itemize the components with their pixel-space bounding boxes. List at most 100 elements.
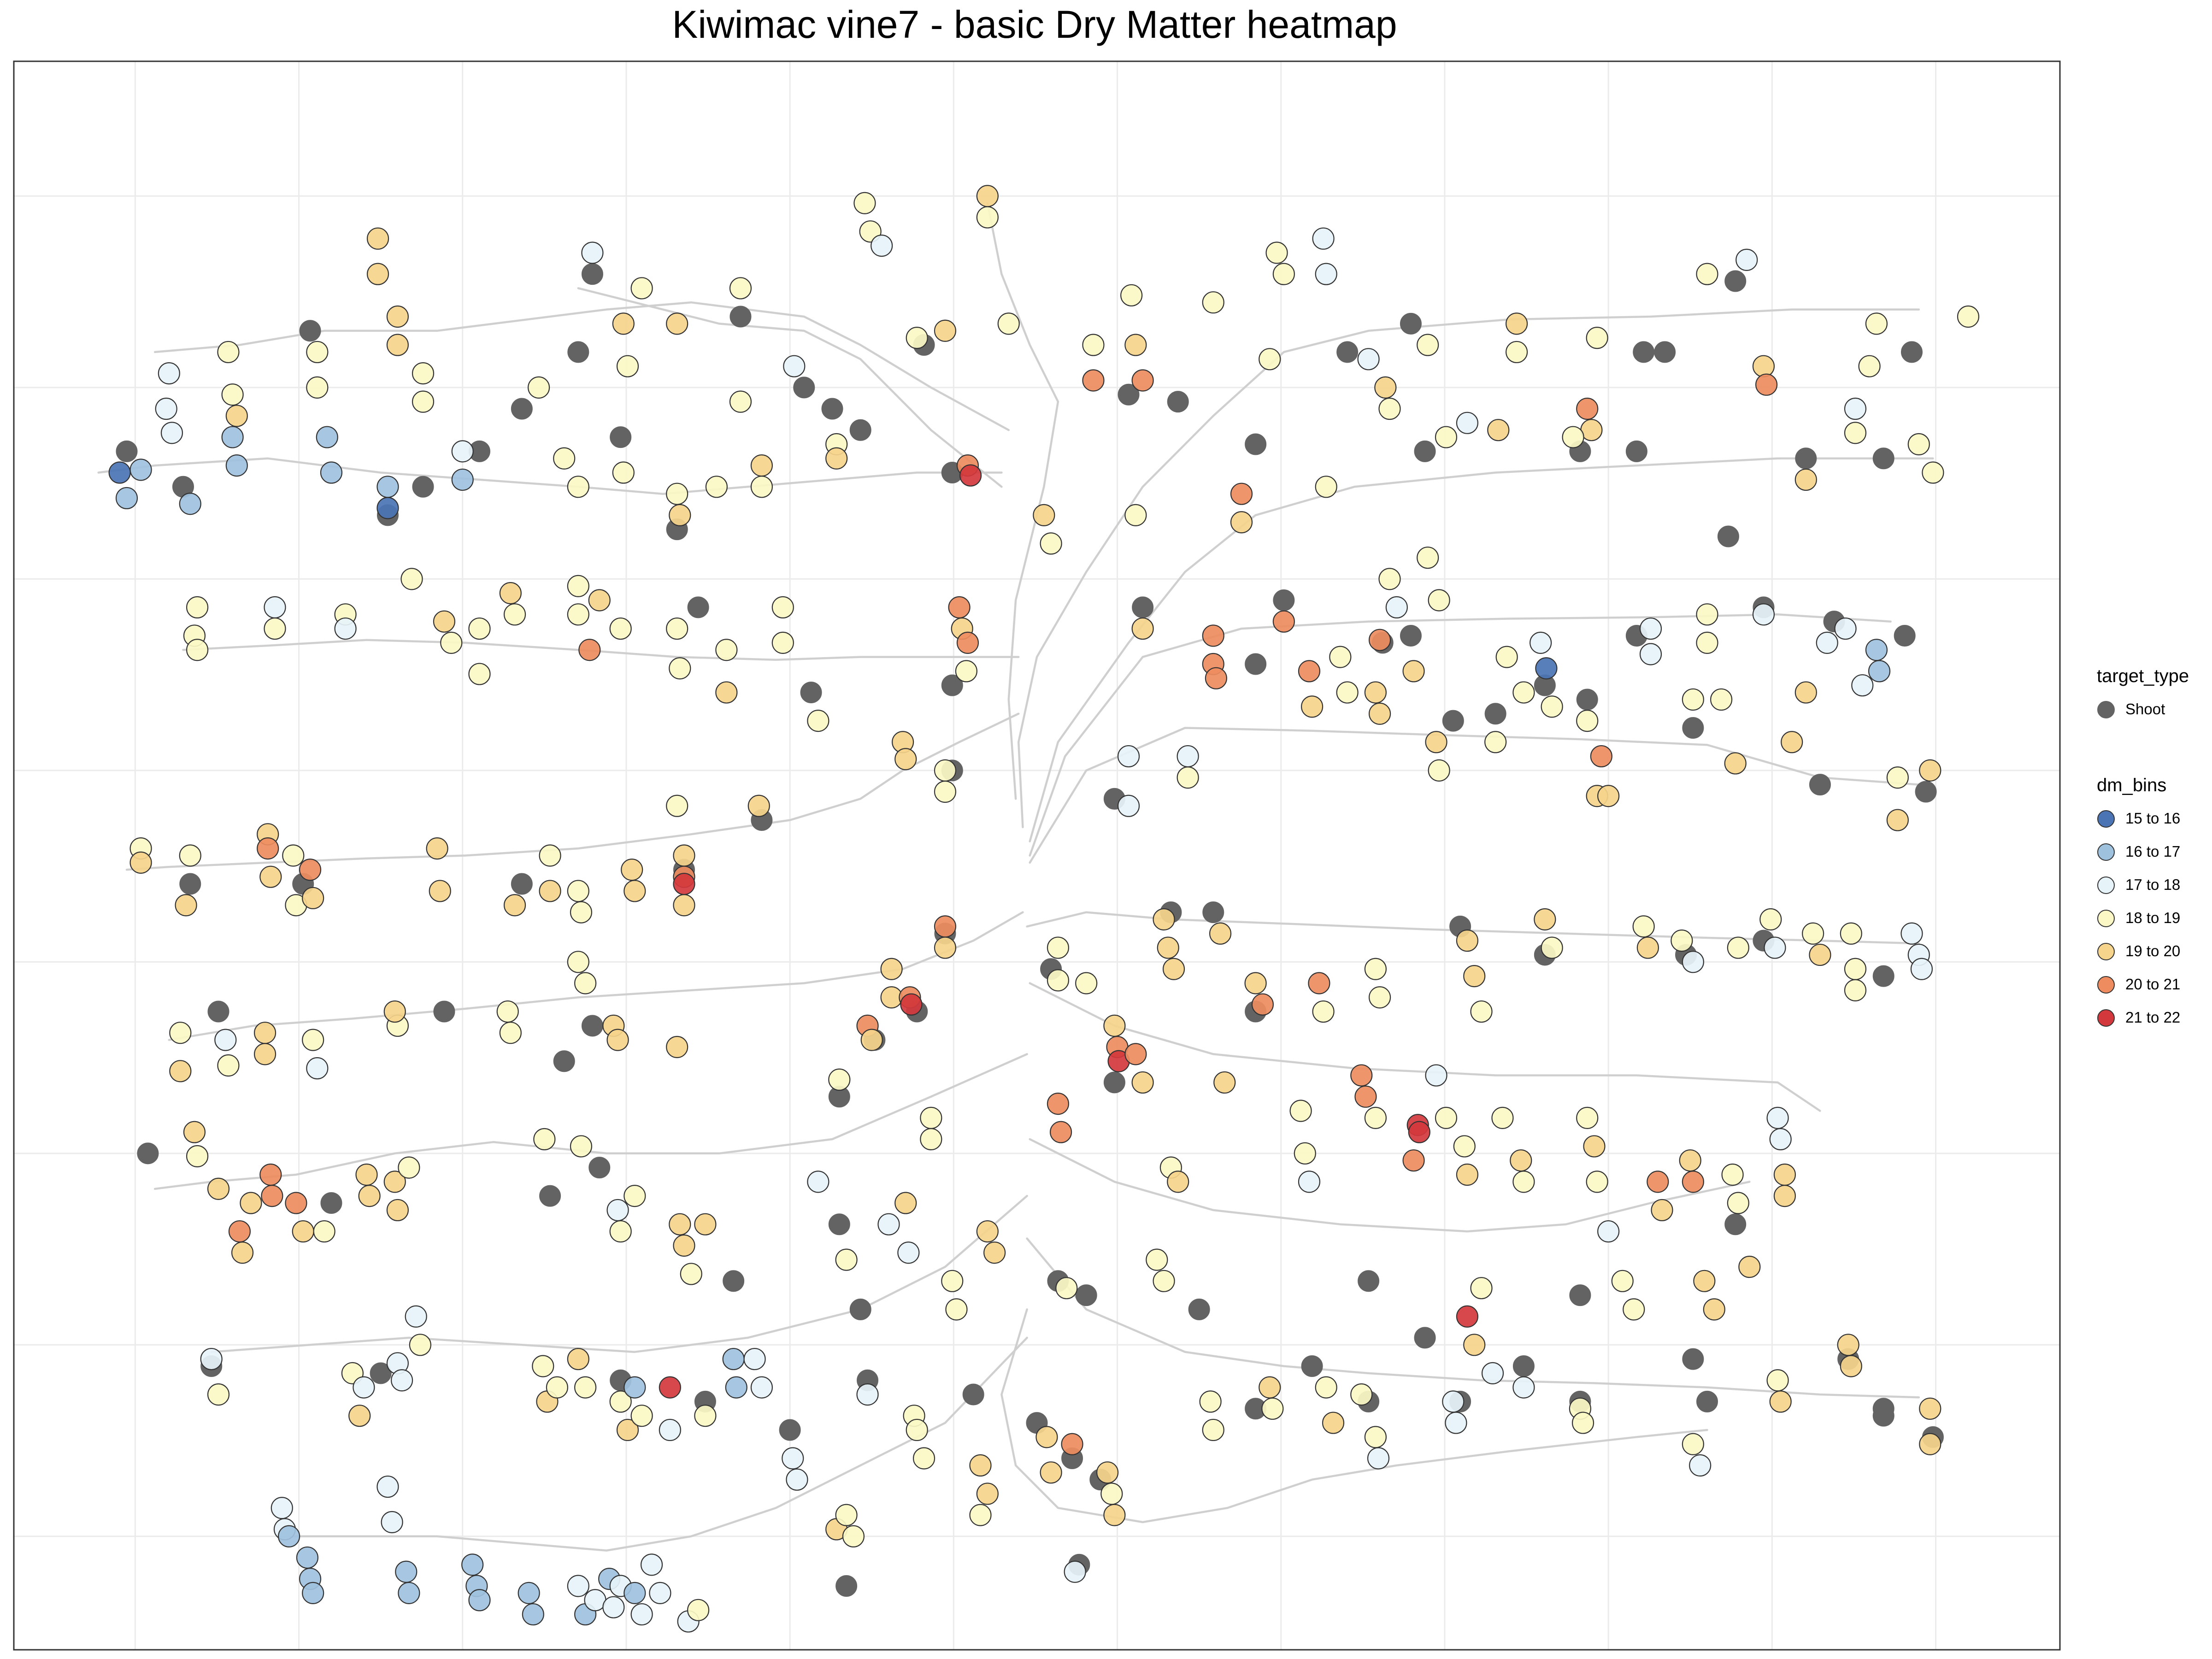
- fruit-point: [976, 206, 999, 229]
- shoot-point: [1202, 901, 1224, 924]
- fruit-point: [1425, 1064, 1447, 1087]
- shoot-point: [1900, 341, 1923, 363]
- legend-title: target_type: [2097, 666, 2189, 686]
- cane-path: [1026, 1237, 1920, 1399]
- shoot-point: [1682, 717, 1704, 739]
- fruit-point: [877, 1213, 900, 1235]
- fruit-point: [1322, 1412, 1345, 1434]
- fruit-point: [1368, 629, 1391, 651]
- fruit-point: [386, 305, 409, 328]
- fruit-point: [1865, 639, 1888, 661]
- fruit-point: [183, 1121, 206, 1143]
- fruit-point: [532, 1355, 554, 1377]
- fruit-point: [1312, 227, 1335, 250]
- fruit-point: [1682, 951, 1704, 973]
- fruit-point: [673, 1234, 695, 1257]
- shoot-point: [1576, 688, 1598, 711]
- shoot-point: [1809, 774, 1831, 796]
- legend-key: [2097, 843, 2115, 861]
- legend-key: [2097, 877, 2115, 894]
- fruit-point: [616, 1418, 639, 1441]
- fruit-point: [666, 1035, 688, 1059]
- fruit-point: [1576, 397, 1599, 420]
- shoot-point: [299, 320, 321, 342]
- fruit-point: [1064, 1560, 1086, 1583]
- shoot-point: [116, 440, 138, 462]
- fruit-point: [856, 1383, 879, 1406]
- fruit-point: [842, 1525, 865, 1547]
- fruit-point: [1298, 1171, 1321, 1193]
- fruit-point: [1510, 1149, 1532, 1172]
- fruit-point: [1199, 1390, 1222, 1413]
- fruit-point: [602, 1596, 625, 1618]
- fruit-point: [1506, 341, 1528, 364]
- fruit-point: [1919, 1397, 1941, 1420]
- fruit-point: [722, 1347, 745, 1371]
- fruit-point: [786, 1468, 808, 1491]
- fruit-point: [282, 844, 305, 867]
- fruit-point: [630, 1405, 653, 1427]
- fruit-point: [1378, 397, 1401, 420]
- shoot-point: [1696, 1390, 1718, 1412]
- fruit-point: [1463, 1334, 1486, 1356]
- fruit-point: [316, 426, 338, 448]
- fruit-point: [1261, 1397, 1284, 1420]
- fruit-point: [1809, 943, 1831, 966]
- fruit-point: [624, 1582, 646, 1604]
- fruit-point: [1367, 1447, 1390, 1470]
- fruit-point: [468, 1589, 491, 1612]
- fruit-point: [750, 1376, 773, 1399]
- shoot-point: [1724, 1213, 1747, 1235]
- shoot-point: [1872, 1405, 1894, 1427]
- shoot-point: [849, 419, 871, 441]
- shoot-point: [1245, 653, 1267, 675]
- fruit-point: [1209, 922, 1232, 945]
- fruit-point: [1153, 908, 1175, 931]
- fruit-point: [217, 341, 240, 364]
- fruit-point: [581, 241, 604, 264]
- fruit-point: [1082, 369, 1105, 392]
- fruit-point: [1315, 476, 1337, 498]
- fruit-point: [1368, 986, 1391, 1009]
- fruit-point: [574, 1376, 597, 1399]
- fruit-point: [578, 639, 601, 661]
- fruit-point: [1851, 674, 1874, 697]
- fruit-point: [366, 263, 389, 285]
- cane-path: [577, 287, 1003, 488]
- fruit-point: [1910, 958, 1933, 980]
- shoot-point: [1075, 1284, 1097, 1306]
- fruit-point: [1470, 1277, 1493, 1300]
- fruit-point: [1350, 1383, 1373, 1406]
- fruit-point: [1696, 631, 1718, 654]
- fruit-point: [522, 1603, 544, 1626]
- fruit-point: [1272, 263, 1295, 285]
- fruit-point: [400, 568, 423, 590]
- fruit-point: [179, 844, 201, 867]
- fruit-point: [1364, 681, 1387, 704]
- fruit-point: [1957, 305, 1980, 328]
- shoot-point: [179, 873, 201, 895]
- fruit-point: [1047, 936, 1070, 959]
- fruit-point: [299, 859, 322, 881]
- fruit-point: [1689, 1454, 1712, 1477]
- fruit-point: [948, 596, 971, 619]
- shoot-point: [1400, 624, 1422, 647]
- cane-path: [281, 1336, 1028, 1552]
- fruit-point: [894, 748, 917, 771]
- fruit-point: [1230, 511, 1253, 534]
- fruit-point: [567, 951, 589, 973]
- fruit-point: [1696, 603, 1718, 626]
- fruit-point: [687, 1599, 710, 1621]
- fruit-point: [1354, 1085, 1377, 1108]
- fruit-point: [1506, 312, 1528, 335]
- fruit-point: [1096, 1461, 1119, 1484]
- fruit-point: [1364, 1426, 1387, 1448]
- fruit-point: [1301, 695, 1324, 718]
- fruit-point: [659, 1376, 681, 1399]
- fruit-point: [1727, 936, 1749, 959]
- fruit-point: [499, 582, 522, 605]
- fruit-point: [783, 355, 806, 377]
- fruit-point: [666, 482, 688, 505]
- fruit-point: [609, 1390, 632, 1413]
